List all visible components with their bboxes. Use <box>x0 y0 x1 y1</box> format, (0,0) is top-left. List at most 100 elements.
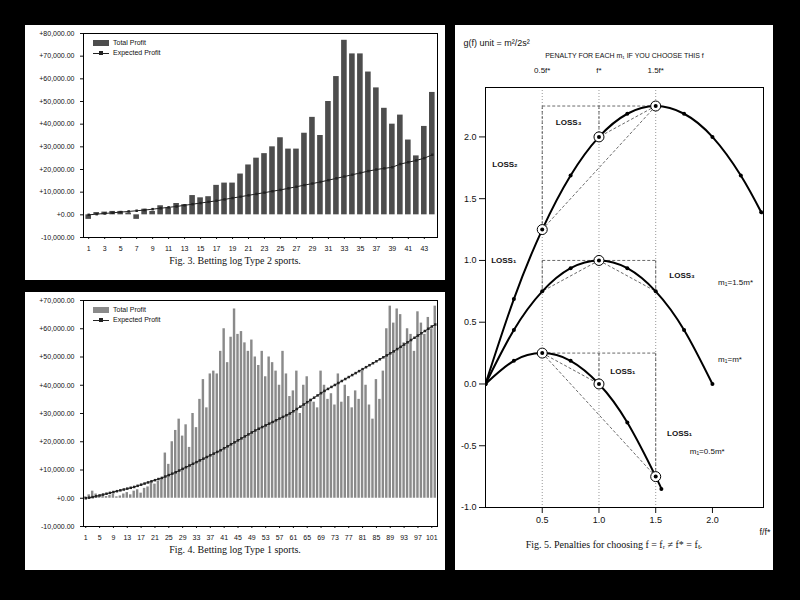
svg-text:3: 3 <box>103 245 107 252</box>
svg-text:f/f*: f/f* <box>759 527 771 537</box>
svg-text:1.0: 1.0 <box>464 255 477 265</box>
html-text:Total Profit: Total Profit <box>113 306 147 313</box>
svg-text:21: 21 <box>245 245 253 252</box>
svg-text:57: 57 <box>276 534 284 541</box>
svg-text:9: 9 <box>111 534 115 541</box>
svg-text:17: 17 <box>213 245 221 252</box>
svg-text:21: 21 <box>151 534 159 541</box>
svg-text:101: 101 <box>426 534 438 541</box>
svg-text:+70,000.00: +70,000.00 <box>39 297 74 304</box>
svg-text:39: 39 <box>388 245 396 252</box>
svg-text:m₁=m*: m₁=m* <box>718 355 742 364</box>
svg-text:LOSS₁: LOSS₁ <box>610 367 636 376</box>
svg-text:0.0: 0.0 <box>464 379 477 389</box>
svg-text:15: 15 <box>197 245 205 252</box>
svg-text:17: 17 <box>137 534 145 541</box>
svg-text:1: 1 <box>84 534 88 541</box>
svg-text:13: 13 <box>181 245 189 252</box>
svg-text:33: 33 <box>193 534 201 541</box>
svg-text:+60,000.00: +60,000.00 <box>39 75 74 82</box>
svg-text:-10,000.00: -10,000.00 <box>41 234 75 241</box>
svg-text:+50,000.00: +50,000.00 <box>39 353 74 360</box>
html-text:Fig. 3. Betting log Type 2 spo: Fig. 3. Betting log Type 2 sports. <box>169 255 301 266</box>
html-text:Fig. 4. Betting log Type 1 spo: Fig. 4. Betting log Type 1 sports. <box>169 544 301 555</box>
svg-text:7: 7 <box>135 245 139 252</box>
svg-text:LOSS₁: LOSS₁ <box>491 256 517 265</box>
svg-text:29: 29 <box>179 534 187 541</box>
svg-text:+0.00: +0.00 <box>57 211 75 218</box>
svg-text:1.0: 1.0 <box>593 515 606 525</box>
svg-text:LOSS₂: LOSS₂ <box>492 160 518 169</box>
svg-text:43: 43 <box>420 245 428 252</box>
svg-text:2.0: 2.0 <box>706 515 719 525</box>
svg-text:5: 5 <box>119 245 123 252</box>
svg-text:33: 33 <box>341 245 349 252</box>
svg-text:+70,000.00: +70,000.00 <box>39 52 74 59</box>
svg-text:+50,000.00: +50,000.00 <box>39 98 74 105</box>
svg-text:81: 81 <box>359 534 367 541</box>
svg-text:+30,000.00: +30,000.00 <box>39 143 74 150</box>
html-text:Fig. 5. Penalties for choosing: Fig. 5. Penalties for choosing f = fᵣ ≠ … <box>525 539 703 550</box>
svg-text:5: 5 <box>98 534 102 541</box>
svg-text:89: 89 <box>386 534 394 541</box>
svg-text:+20,000.00: +20,000.00 <box>39 166 74 173</box>
svg-text:+0.00: +0.00 <box>57 494 75 501</box>
svg-text:41: 41 <box>404 245 412 252</box>
svg-text:0.5: 0.5 <box>536 515 549 525</box>
svg-text:13: 13 <box>123 534 131 541</box>
svg-text:97: 97 <box>414 534 422 541</box>
svg-text:61: 61 <box>289 534 297 541</box>
svg-text:-1.0: -1.0 <box>461 502 477 512</box>
svg-text:+40,000.00: +40,000.00 <box>39 120 74 127</box>
svg-text:49: 49 <box>248 534 256 541</box>
svg-text:+30,000.00: +30,000.00 <box>39 410 74 417</box>
svg-text:0.5: 0.5 <box>464 317 477 327</box>
svg-text:PENALTY FOR EACH m₁ IF YOU CHO: PENALTY FOR EACH m₁ IF YOU CHOOSE THIS f <box>545 52 704 59</box>
svg-text:65: 65 <box>303 534 311 541</box>
svg-text:37: 37 <box>372 245 380 252</box>
svg-text:+80,000.00: +80,000.00 <box>39 30 74 37</box>
svg-text:-10,000.00: -10,000.00 <box>41 523 75 530</box>
svg-text:93: 93 <box>400 534 408 541</box>
svg-text:LOSS₁: LOSS₁ <box>667 429 693 438</box>
svg-text:25: 25 <box>277 245 285 252</box>
html-text:Expected Profit: Expected Profit <box>113 49 161 56</box>
html-text:Expected Profit: Expected Profit <box>113 316 161 323</box>
svg-text:9: 9 <box>151 245 155 252</box>
svg-text:LOSS₃: LOSS₃ <box>669 271 695 280</box>
html-text:Total Profit: Total Profit <box>113 39 147 46</box>
svg-text:+60,000.00: +60,000.00 <box>39 325 74 332</box>
svg-text:77: 77 <box>345 534 353 541</box>
svg-text:2.0: 2.0 <box>464 132 477 142</box>
svg-text:53: 53 <box>262 534 270 541</box>
svg-text:35: 35 <box>356 245 364 252</box>
svg-text:0.5f*: 0.5f* <box>534 66 550 75</box>
svg-text:27: 27 <box>293 245 301 252</box>
svg-text:LOSS₃: LOSS₃ <box>556 118 582 127</box>
svg-text:+20,000.00: +20,000.00 <box>39 438 74 445</box>
svg-text:45: 45 <box>234 534 242 541</box>
svg-text:85: 85 <box>373 534 381 541</box>
svg-text:-0.5: -0.5 <box>461 441 477 451</box>
svg-text:1.5f*: 1.5f* <box>647 66 663 75</box>
svg-text:11: 11 <box>165 245 172 252</box>
svg-text:f*: f* <box>596 66 601 75</box>
svg-text:19: 19 <box>229 245 237 252</box>
svg-text:+10,000.00: +10,000.00 <box>39 466 74 473</box>
svg-text:1.5: 1.5 <box>649 515 662 525</box>
svg-text:69: 69 <box>317 534 325 541</box>
svg-text:1.5: 1.5 <box>464 194 477 204</box>
svg-text:+10,000.00: +10,000.00 <box>39 188 74 195</box>
svg-text:g(f) unit = m²/2s²: g(f) unit = m²/2s² <box>464 38 530 48</box>
svg-text:25: 25 <box>165 534 173 541</box>
svg-text:1: 1 <box>87 245 91 252</box>
svg-text:37: 37 <box>206 534 214 541</box>
svg-text:m₁=1.5m*: m₁=1.5m* <box>718 278 753 287</box>
svg-text:29: 29 <box>309 245 317 252</box>
svg-text:23: 23 <box>261 245 269 252</box>
svg-text:41: 41 <box>220 534 228 541</box>
svg-text:+40,000.00: +40,000.00 <box>39 381 74 388</box>
svg-text:31: 31 <box>325 245 333 252</box>
svg-text:73: 73 <box>331 534 339 541</box>
svg-text:m₁=0.5m*: m₁=0.5m* <box>690 447 725 456</box>
